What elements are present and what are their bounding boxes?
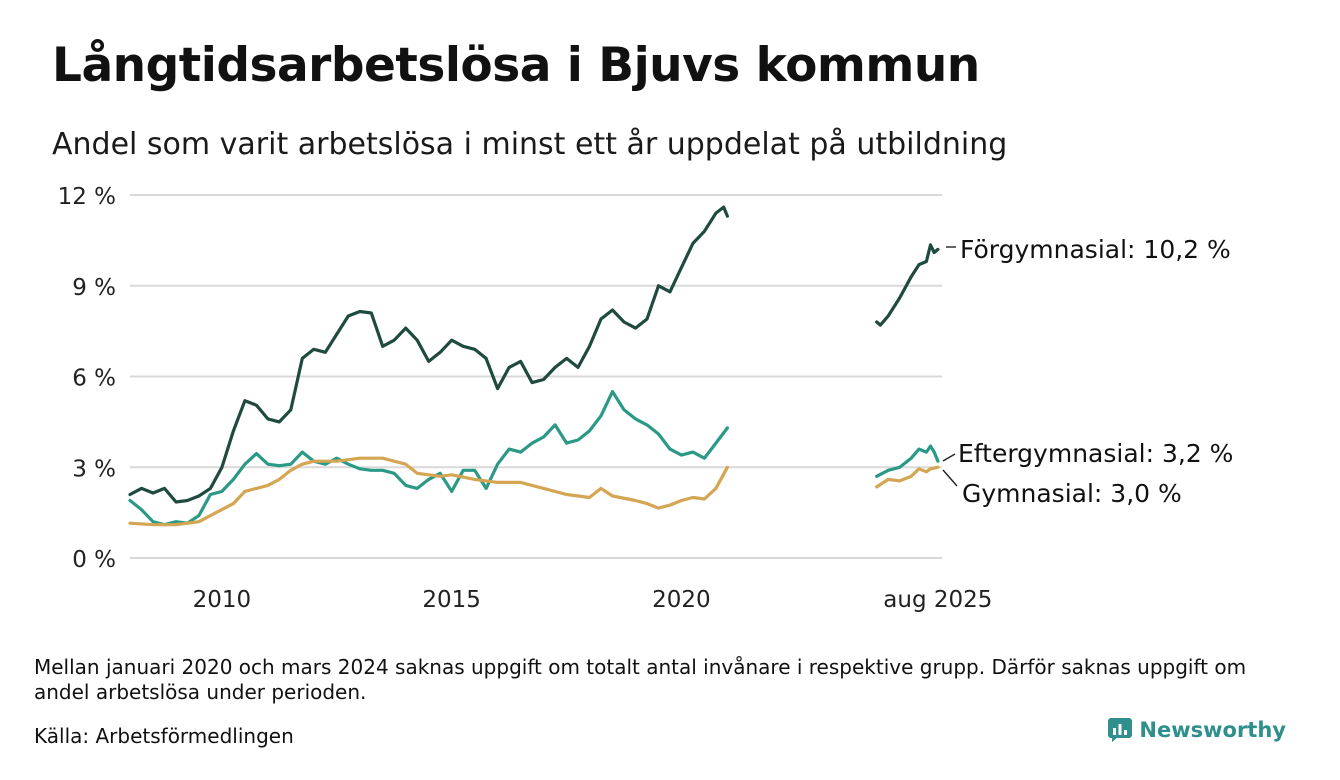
y-tick-label: 12 % bbox=[58, 184, 116, 210]
chart-subtitle: Andel som varit arbetslösa i minst ett å… bbox=[52, 127, 1008, 162]
series-line-gymnasial bbox=[128, 456, 729, 527]
y-axis-tick-labels: 0 % 3 % 6 % 9 % 12 % bbox=[58, 184, 116, 573]
brand-name: Newsworthy bbox=[1139, 718, 1286, 742]
x-tick-label: 2010 bbox=[193, 587, 252, 613]
series-end-labels: Förgymnasial: 10,2 % Eftergymnasial: 3,2 … bbox=[942, 235, 1233, 508]
footnote: Mellan januari 2020 och mars 2024 saknas… bbox=[34, 655, 1247, 704]
series-line-eftergymnasial bbox=[128, 390, 729, 527]
y-tick-label: 6 % bbox=[72, 366, 116, 392]
line-chart: 0 % 3 % 6 % 9 % 12 % 2010 2015 2020 aug 2025 Fö… bbox=[58, 184, 1234, 613]
source-text: Källa: Arbetsförmedlingen bbox=[34, 724, 294, 748]
label-leader-line bbox=[942, 453, 956, 462]
y-tick-label: 9 % bbox=[72, 275, 116, 301]
x-axis-tick-labels: 2010 2015 2020 aug 2025 bbox=[193, 587, 993, 613]
bar-chart-icon bbox=[1108, 718, 1133, 742]
end-label-eftergymnasial: Eftergymnasial: 3,2 % bbox=[958, 439, 1233, 468]
x-tick-label: 2015 bbox=[422, 587, 481, 613]
gridlines bbox=[130, 194, 942, 559]
x-tick-label: aug 2025 bbox=[883, 587, 992, 613]
series-line-frgymnasial bbox=[875, 243, 940, 327]
x-tick-label: 2020 bbox=[652, 587, 711, 613]
chart-title: Långtidsarbetslösa i Bjuvs kommun bbox=[52, 38, 980, 93]
series-line-gymnasial bbox=[875, 465, 940, 489]
series-line-frgymnasial bbox=[128, 205, 729, 504]
y-tick-label: 0 % bbox=[72, 547, 116, 573]
label-leader-line bbox=[942, 469, 958, 487]
end-label-gymnasial: Gymnasial: 3,0 % bbox=[962, 479, 1182, 508]
newsworthy-logo[interactable]: Newsworthy bbox=[1107, 717, 1286, 743]
series-lines bbox=[128, 205, 940, 527]
series-line-eftergymnasial bbox=[875, 444, 940, 478]
y-tick-label: 3 % bbox=[72, 456, 116, 482]
end-label-frgymnasial: Förgymnasial: 10,2 % bbox=[960, 235, 1231, 264]
